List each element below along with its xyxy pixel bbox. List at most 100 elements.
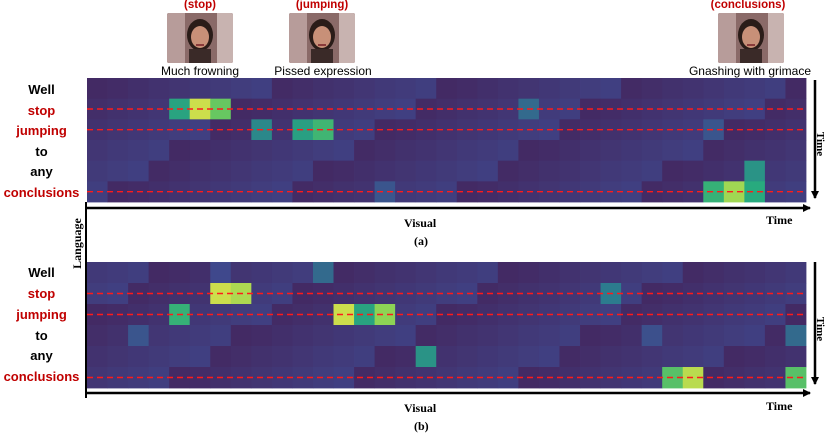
heatmap-cell — [436, 367, 458, 389]
heatmap-cell — [354, 367, 375, 389]
heatmap-cell — [87, 346, 108, 368]
heatmap-cell — [436, 181, 458, 203]
heatmap-cell — [785, 283, 807, 305]
heatmap-cell — [723, 98, 745, 120]
heatmap-cell — [230, 262, 252, 284]
heatmap-cell — [497, 346, 519, 368]
heatmap-cell — [395, 367, 417, 389]
heatmap-cell — [354, 181, 375, 203]
word-any-a: any — [30, 164, 53, 179]
heatmap-cell — [703, 325, 725, 347]
word-well-b: Well — [28, 265, 55, 280]
heatmap-cell — [600, 140, 622, 162]
heatmap-cell — [436, 325, 458, 347]
heatmap-cell — [621, 78, 643, 100]
heatmap-cell — [415, 283, 437, 305]
heatmap-cell — [128, 78, 150, 100]
heatmap-cell — [374, 140, 396, 162]
heatmap-cell — [703, 304, 725, 326]
heatmap-cell — [169, 78, 191, 100]
heatmap-cell — [251, 160, 273, 182]
heatmap-cell — [148, 160, 170, 182]
heatmap-cell — [641, 160, 663, 182]
heatmap-cell — [723, 262, 745, 284]
heatmap-cell — [415, 346, 437, 368]
frame-title-jumping: (jumping) — [295, 0, 349, 11]
heatmap-cell — [723, 346, 745, 368]
heatmap-cell — [723, 283, 745, 305]
heatmap-cell — [703, 262, 725, 284]
heatmap-cell — [744, 98, 766, 120]
heatmap-cell — [333, 119, 355, 141]
heatmap-cell — [682, 367, 704, 389]
heatmap-cell — [662, 262, 684, 284]
heatmap-cell — [87, 140, 108, 162]
heatmap-cell — [621, 160, 643, 182]
heatmap-cell — [641, 325, 663, 347]
heatmap-cell — [723, 304, 745, 326]
heatmap-cell — [641, 140, 663, 162]
heatmap-cell — [456, 262, 478, 284]
heatmap-cell — [744, 304, 766, 326]
heatmap-cell — [662, 78, 684, 100]
heatmap-cell — [436, 78, 458, 100]
heatmap-cell — [703, 283, 725, 305]
heatmap-cell — [87, 325, 108, 347]
heatmap-cell — [477, 346, 499, 368]
heatmap-cell — [580, 262, 601, 284]
heatmap-cell — [107, 78, 129, 100]
heatmap-cell — [210, 325, 232, 347]
heatmap-cell — [333, 140, 355, 162]
heatmap-cell — [621, 325, 643, 347]
heatmap-cell — [395, 98, 417, 120]
heatmap-cell — [682, 78, 704, 100]
heatmap-cell — [415, 140, 437, 162]
heatmap-cell — [744, 283, 766, 305]
heatmap-cell — [312, 304, 334, 326]
heatmap-cell — [436, 346, 458, 368]
heatmap-cell — [764, 325, 786, 347]
heatmap-cell — [477, 262, 499, 284]
heatmap-cell — [333, 325, 355, 347]
word-any-b: any — [30, 348, 53, 363]
heatmap-cell — [374, 262, 396, 284]
heatmap-cell — [87, 78, 108, 100]
heatmap-cell — [210, 78, 232, 100]
heatmap-cell — [538, 160, 560, 182]
heatmap-cell — [703, 78, 725, 100]
heatmap-cell — [292, 78, 314, 100]
heatmap-cell — [312, 367, 334, 389]
word-jumping-b: jumping — [16, 307, 67, 322]
heatmap-cell — [189, 160, 211, 182]
word-conclusions-b: conclusions — [3, 369, 80, 384]
heatmap-cell — [559, 346, 581, 368]
heatmap-cell — [723, 367, 745, 389]
heatmap-cell — [395, 78, 417, 100]
heatmap-cell — [703, 140, 725, 162]
heatmap-cell — [538, 325, 560, 347]
heatmap-cell — [169, 160, 191, 182]
heatmap-cell — [436, 283, 458, 305]
heatmap-cell — [415, 160, 437, 182]
heatmap-cell — [518, 140, 540, 162]
heatmap-cell — [600, 346, 622, 368]
heatmap-cell — [559, 140, 581, 162]
heatmap-cell — [128, 140, 150, 162]
heatmap-cell — [128, 160, 150, 182]
time-vertical-label-b: Time — [814, 316, 827, 342]
heatmap-cell — [189, 262, 211, 284]
heatmap-cell — [210, 140, 232, 162]
heatmap-cell — [436, 98, 458, 120]
heatmap-cell — [107, 160, 129, 182]
heatmap-cell — [456, 346, 478, 368]
panel-label-b: (b) — [414, 419, 429, 433]
heatmap-cell — [230, 346, 252, 368]
heatmap-cell — [271, 78, 293, 100]
heatmap-cell — [703, 119, 725, 141]
heatmap-cell — [682, 283, 704, 305]
heatmap-cell — [395, 140, 417, 162]
heatmap-cell — [230, 325, 252, 347]
heatmap-cell — [374, 119, 396, 141]
heatmap-cell — [374, 346, 396, 368]
